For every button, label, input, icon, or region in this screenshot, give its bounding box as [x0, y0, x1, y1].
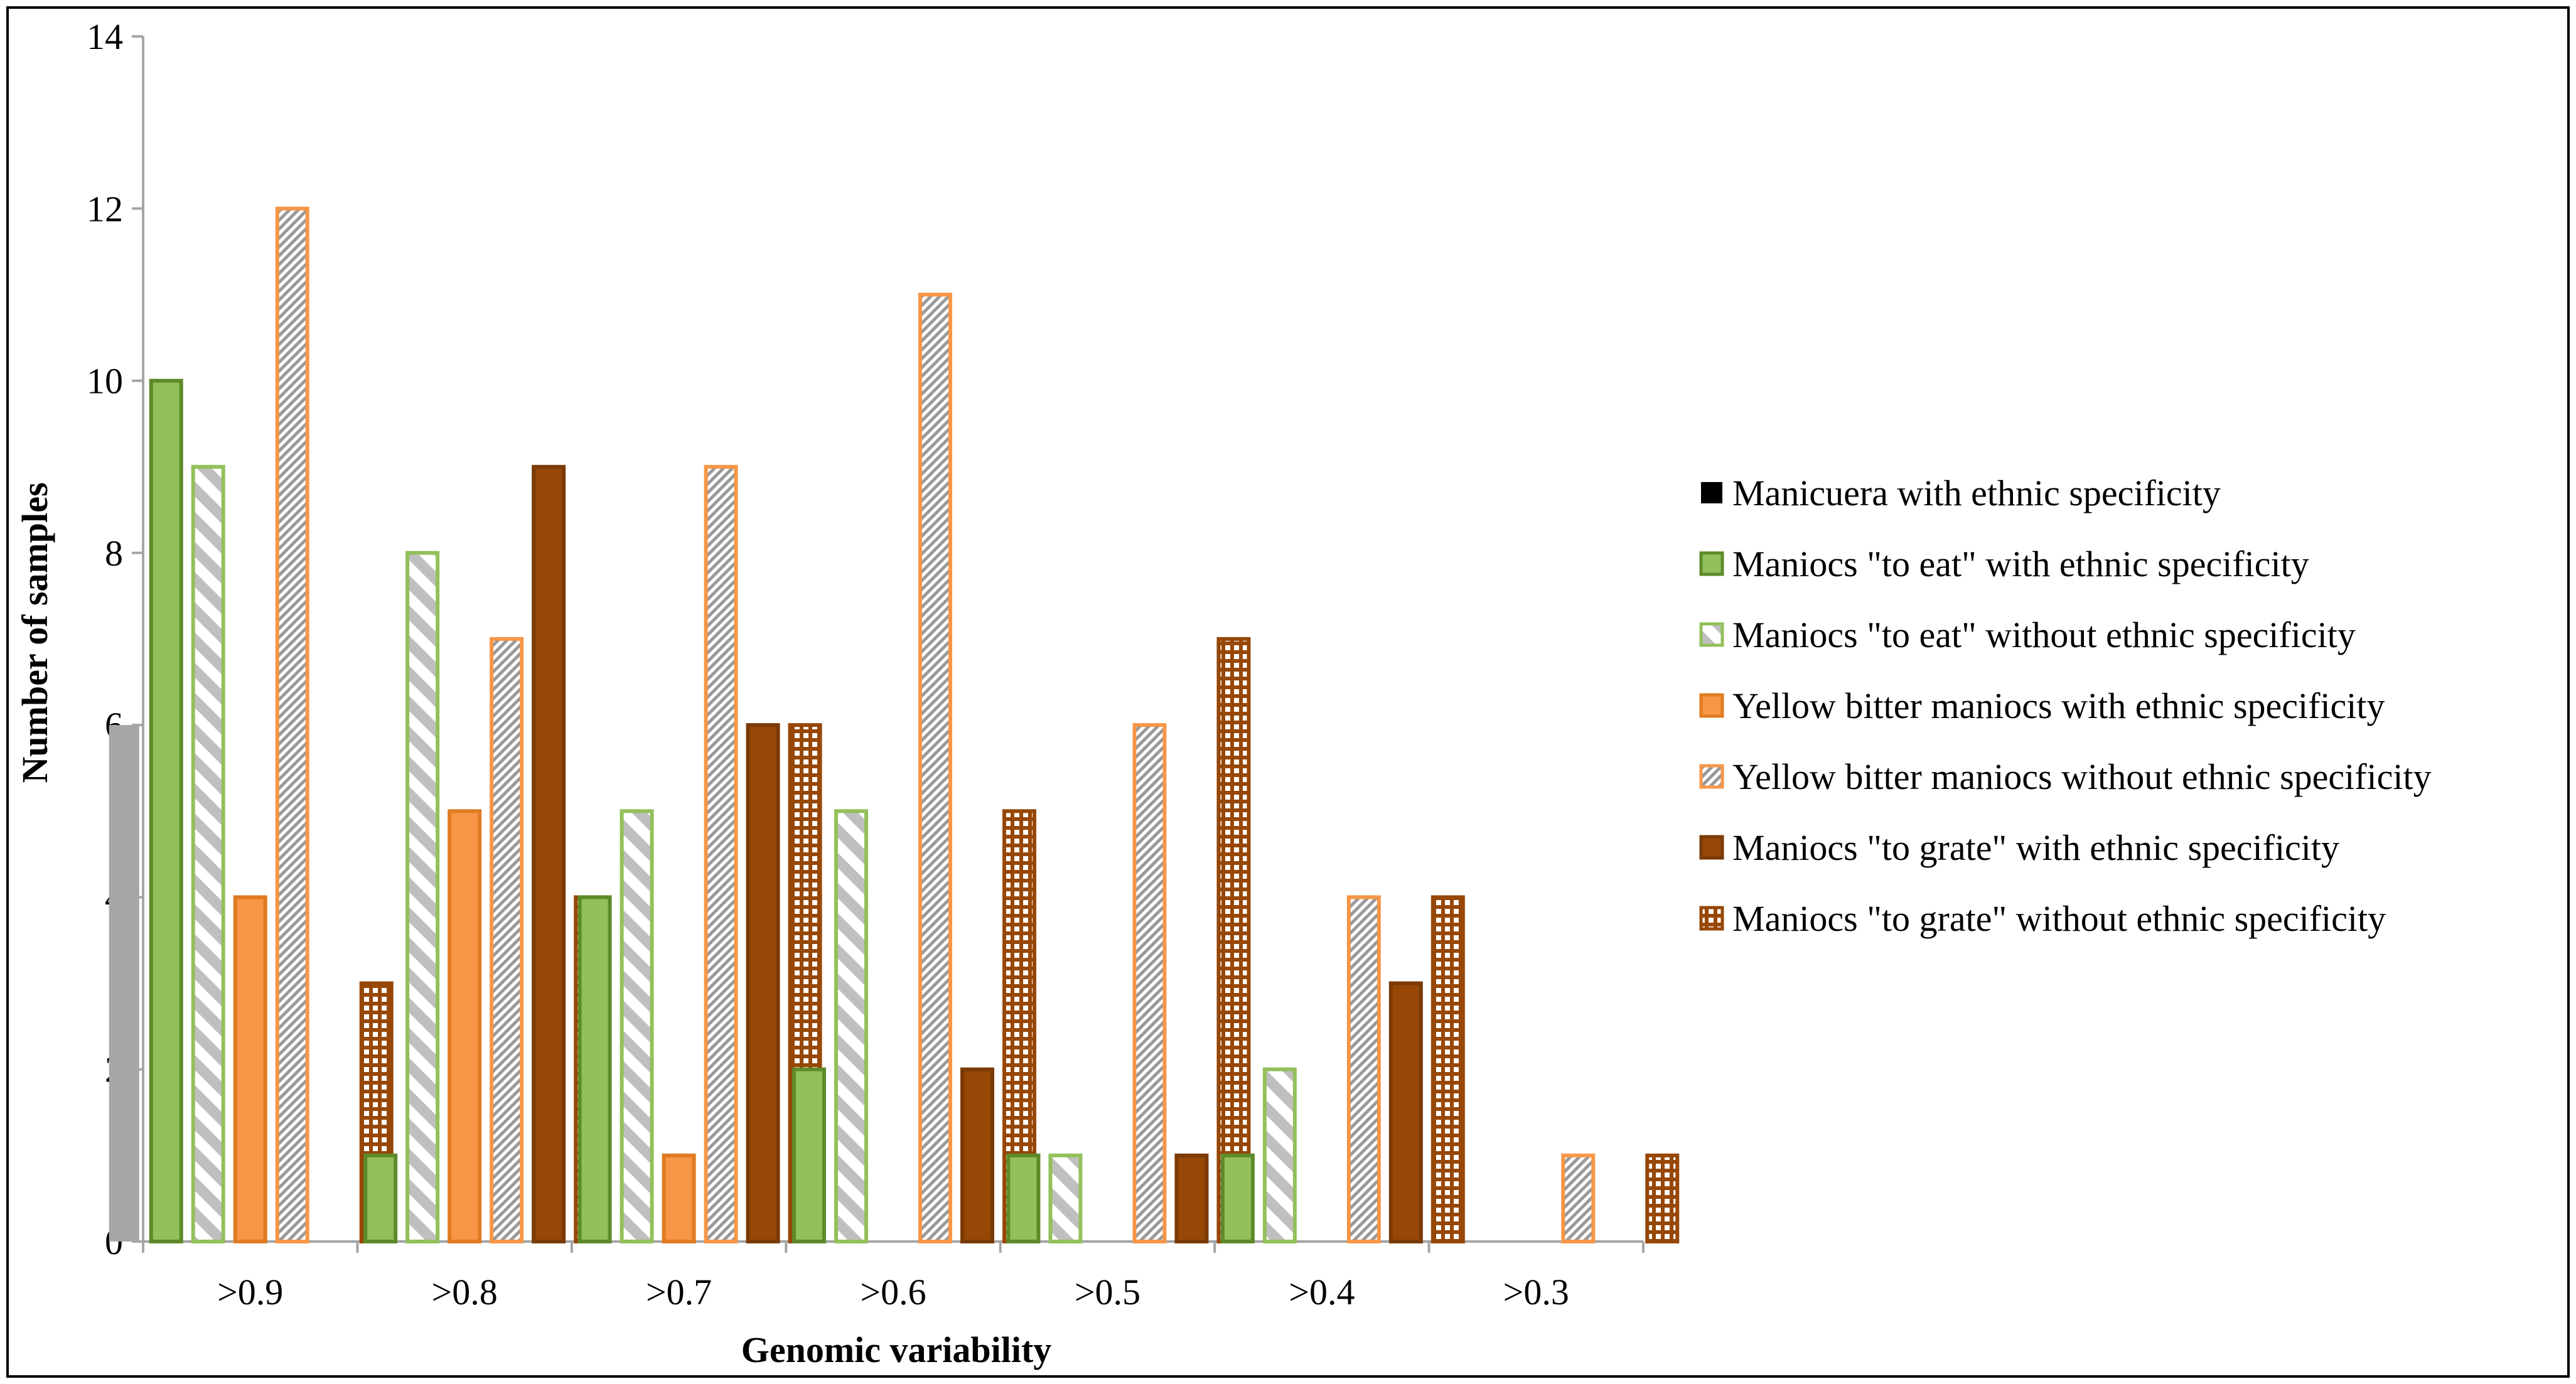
y-tick-label: 8 [105, 533, 123, 574]
bar [363, 1153, 398, 1244]
bar [704, 464, 738, 1244]
legend-label: Maniocs "to eat" without ethnic specific… [1732, 614, 2356, 655]
x-axis-title: Genomic variability [741, 1329, 1052, 1370]
legend-item: Maniocs "to eat" with ethnic specificity [1699, 544, 2309, 584]
legend-label: Maniocs "to grate" without ethnic specif… [1732, 898, 2386, 939]
legend-label: Maniocs "to grate" with ethnic specifici… [1732, 827, 2339, 868]
x-tick-label: >0.9 [217, 1272, 283, 1312]
bar [1645, 1153, 1680, 1244]
legend-label: Maniocs "to eat" with ethnic specificity [1732, 544, 2309, 584]
bar [620, 809, 654, 1244]
legend: Manicuera with ethnic specificity Maniocs… [1699, 473, 2432, 939]
legend-item: Maniocs "to grate" with ethnic specifici… [1699, 827, 2339, 868]
bar [1174, 1153, 1209, 1244]
bar [1388, 981, 1423, 1243]
bar [746, 723, 780, 1243]
bar [1006, 1153, 1041, 1244]
legend-item: Yellow bitter maniocs without ethnic spe… [1699, 756, 2432, 797]
bar [1132, 723, 1167, 1243]
legend-item: Maniocs "to grate" without ethnic specif… [1699, 898, 2386, 939]
bar [490, 637, 524, 1243]
y-tick-label: 12 [87, 188, 123, 229]
bar [448, 809, 482, 1244]
legend-swatch [1699, 693, 1724, 718]
legend-swatch [1699, 551, 1724, 576]
legend-label: Yellow bitter maniocs with ethnic specif… [1732, 685, 2385, 726]
y-axis-title: Number of samples [14, 482, 55, 783]
x-tick-label: >0.8 [432, 1272, 498, 1312]
legend-swatch [1701, 482, 1722, 503]
legend-item: Maniocs "to eat" without ethnic specific… [1699, 614, 2356, 655]
bar [1220, 1153, 1255, 1244]
bar [577, 895, 612, 1243]
bar [960, 1067, 994, 1243]
bar [1430, 895, 1465, 1243]
bar [149, 378, 183, 1243]
bar [532, 464, 566, 1244]
legend-label: Yellow bitter maniocs without ethnic spe… [1732, 756, 2432, 797]
x-tick-label: >0.3 [1503, 1272, 1569, 1312]
bar [834, 809, 868, 1244]
x-tick-label: >0.5 [1075, 1272, 1140, 1312]
legend-item: Yellow bitter maniocs with ethnic specif… [1699, 685, 2385, 726]
bar [1346, 895, 1381, 1243]
legend-swatch [1699, 764, 1724, 789]
legend-swatch [1699, 835, 1724, 860]
bar [191, 464, 225, 1244]
y-tick-label: 14 [87, 16, 123, 57]
bar [662, 1153, 696, 1244]
bar [405, 550, 440, 1243]
bar [1048, 1153, 1083, 1244]
bar [792, 1067, 826, 1243]
bar [1561, 1153, 1596, 1244]
x-tick-label: >0.7 [646, 1272, 712, 1312]
legend-label: Manicuera with ethnic specificity [1732, 473, 2221, 513]
bars [109, 207, 1680, 1244]
bar [918, 292, 952, 1243]
bar [233, 895, 267, 1243]
legend-swatch [1699, 906, 1724, 931]
x-tick-label: >0.4 [1289, 1272, 1355, 1312]
bar [275, 207, 309, 1243]
bar [1216, 637, 1251, 1243]
legend-item: Manicuera with ethnic specificity [1701, 473, 2221, 513]
legend-swatch [1699, 622, 1724, 647]
y-tick-label: 10 [87, 361, 123, 402]
x-tick-label: >0.6 [860, 1272, 926, 1312]
bar [109, 725, 139, 1242]
bar [1262, 1067, 1297, 1243]
